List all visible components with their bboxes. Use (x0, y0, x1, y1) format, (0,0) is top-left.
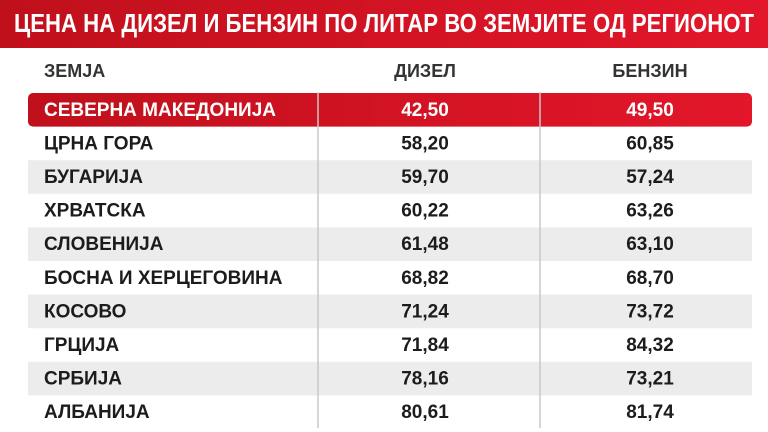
price: 68,82 (401, 268, 449, 289)
price: 71,24 (401, 301, 449, 322)
country: ХРВАТСКА (44, 201, 146, 222)
country: СЕВЕРНА МАКЕДОНИЈА (44, 100, 276, 121)
price: 49,50 (626, 100, 674, 121)
column-header: ЗЕМЈА (44, 61, 105, 81)
row-stripe (28, 361, 752, 396)
price: 78,16 (401, 369, 449, 390)
country: ГРЦИЈА (44, 335, 120, 356)
price: 60,85 (626, 133, 674, 154)
row-stripe (28, 227, 752, 261)
price: 84,32 (626, 335, 674, 356)
price: 81,74 (626, 402, 674, 423)
column-header: ДИЗЕЛ (394, 61, 456, 81)
price: 73,21 (626, 369, 674, 390)
price: 42,50 (401, 100, 449, 121)
price: 58,20 (401, 133, 449, 154)
price: 61,48 (401, 234, 449, 255)
price: 80,61 (401, 402, 449, 423)
country: КОСОВО (44, 301, 126, 322)
price: 71,84 (401, 335, 449, 356)
country: АЛБАНИЈА (44, 402, 150, 423)
title: ЦЕНА НА ДИЗЕЛ И БЕНЗИН ПО ЛИТАР ВО ЗЕМЈИ… (14, 8, 754, 38)
row-stripe (28, 294, 752, 329)
title-banner (0, 0, 768, 48)
country: БУГАРИЈА (44, 167, 143, 188)
column-header: БЕНЗИН (612, 61, 687, 81)
country: ЦРНА ГОРА (44, 133, 154, 154)
price: 68,70 (626, 268, 674, 289)
price: 60,22 (401, 201, 449, 222)
country: БОСНА И ХЕРЦЕГОВИНА (44, 268, 283, 289)
highlight-row (28, 93, 752, 127)
price: 57,24 (626, 167, 674, 188)
row-stripe (28, 160, 752, 194)
price: 73,72 (626, 301, 674, 322)
country: СРБИЈА (44, 369, 122, 390)
price: 59,70 (401, 167, 449, 188)
country: СЛОВЕНИЈА (44, 234, 164, 255)
price: 63,10 (626, 234, 674, 255)
price: 63,26 (626, 201, 674, 222)
